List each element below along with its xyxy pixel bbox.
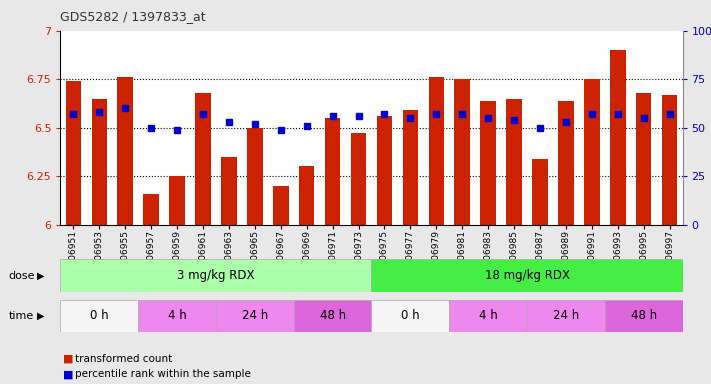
Text: time: time (9, 311, 34, 321)
Bar (294, 300, 371, 332)
Bar (533, 159, 547, 225)
Bar (273, 186, 289, 225)
Text: 0 h: 0 h (90, 310, 109, 322)
Text: ▶: ▶ (37, 270, 45, 281)
Bar (216, 300, 294, 332)
Text: 18 mg/kg RDX: 18 mg/kg RDX (484, 269, 570, 282)
Bar (527, 300, 605, 332)
Bar (138, 300, 216, 332)
Bar (662, 95, 678, 225)
Bar (60, 259, 371, 292)
Bar (351, 134, 366, 225)
Bar (196, 93, 210, 225)
Bar (481, 101, 496, 225)
Bar (429, 77, 444, 225)
Text: 48 h: 48 h (631, 310, 657, 322)
Text: percentile rank within the sample: percentile rank within the sample (75, 369, 250, 379)
Text: GDS5282 / 1397833_at: GDS5282 / 1397833_at (60, 10, 206, 23)
Bar (60, 300, 138, 332)
Text: 24 h: 24 h (552, 310, 579, 322)
Bar (117, 77, 133, 225)
Text: 48 h: 48 h (319, 310, 346, 322)
Text: transformed count: transformed count (75, 354, 172, 364)
Bar (325, 118, 341, 225)
Text: ■: ■ (63, 354, 73, 364)
Bar (506, 99, 522, 225)
Text: 4 h: 4 h (168, 310, 186, 322)
Bar (449, 300, 527, 332)
Bar (584, 79, 599, 225)
Text: ■: ■ (63, 369, 73, 379)
Bar (636, 93, 651, 225)
Text: 4 h: 4 h (479, 310, 498, 322)
Bar (299, 167, 314, 225)
Bar (371, 259, 683, 292)
Bar (92, 99, 107, 225)
Text: 3 mg/kg RDX: 3 mg/kg RDX (177, 269, 255, 282)
Bar (610, 50, 626, 225)
Bar (454, 79, 470, 225)
Bar (169, 176, 185, 225)
Bar (558, 101, 574, 225)
Bar (221, 157, 237, 225)
Text: 0 h: 0 h (401, 310, 419, 322)
Bar (371, 300, 449, 332)
Bar (144, 194, 159, 225)
Bar (65, 81, 81, 225)
Bar (377, 116, 392, 225)
Bar (402, 110, 418, 225)
Bar (247, 128, 262, 225)
Bar (605, 300, 683, 332)
Text: 24 h: 24 h (242, 310, 268, 322)
Text: ▶: ▶ (37, 311, 45, 321)
Text: dose: dose (9, 270, 35, 281)
